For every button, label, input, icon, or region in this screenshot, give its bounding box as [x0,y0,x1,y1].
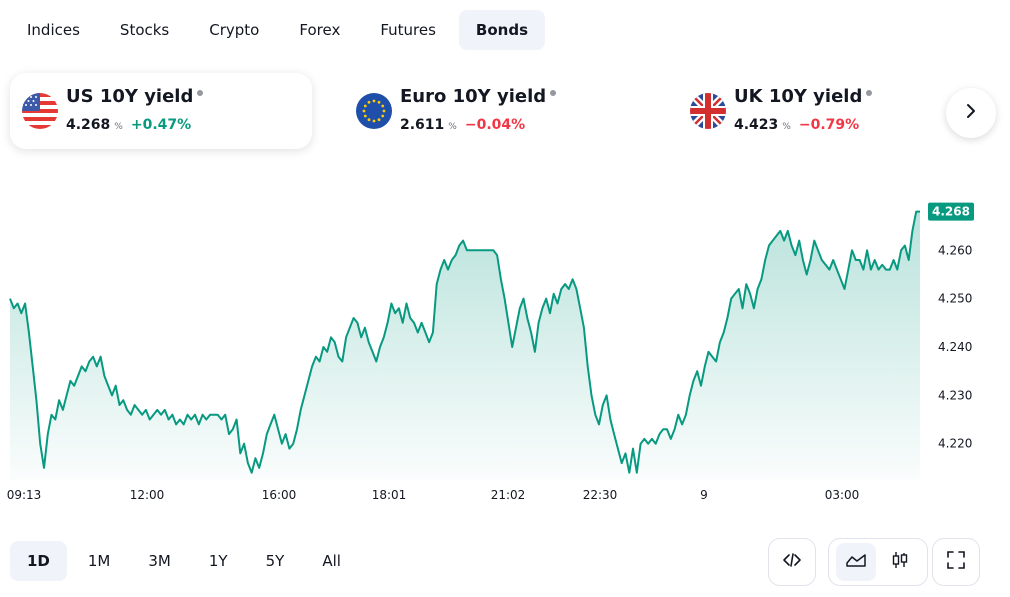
area-chart-icon [845,551,867,573]
card-title: US 10Y yield [66,86,204,107]
card-values: 2.611% −0.04% [400,117,525,133]
fullscreen-icon [946,550,966,574]
card-unit: % [782,122,791,132]
card-uk-10y[interactable]: UK 10Y yield 4.423% −0.79% [678,73,980,149]
next-symbols-button[interactable] [946,88,996,138]
tab-forex[interactable]: Forex [299,21,341,39]
range-1m[interactable]: 1M [87,552,111,570]
uk-flag-icon [690,93,726,129]
x-tick-label: 16:00 [262,488,297,502]
y-tick-label: 4.230 [938,388,972,402]
embed-button[interactable] [768,538,816,586]
x-tick-label: 09:13 [7,488,42,502]
range-selector: 1D 1M 3M 1Y 5Y All [10,541,362,581]
yield-chart[interactable]: 4.220 4.230 4.240 4.250 4.260 09:13 12:00 16:0… [0,175,1010,510]
chart-svg: 4.220 4.230 4.240 4.250 4.260 09:13 12:00 16:0… [7,202,974,502]
market-tabs: Indices Stocks Crypto Forex Futures Bond… [10,10,551,50]
x-tick-label: 22:30 [583,488,618,502]
status-dot [550,90,557,96]
y-tick-label: 4.260 [938,243,972,257]
card-us-10y[interactable]: US 10Y yield 4.268% +0.47% [10,73,312,149]
card-values: 4.423% −0.79% [734,117,859,133]
range-1d[interactable]: 1D [10,541,67,581]
symbol-cards: US 10Y yield 4.268% +0.47% Euro 10Y yield… [10,73,1000,153]
y-tick-label: 4.250 [938,292,972,306]
range-1y[interactable]: 1Y [208,552,228,570]
last-value-badge [928,202,974,221]
card-value: 4.423 [734,117,779,133]
card-euro-10y[interactable]: Euro 10Y yield 2.611% −0.04% [344,73,646,149]
us-flag-icon [22,93,58,129]
tab-indices[interactable]: Indices [27,21,80,39]
card-values: 4.268% +0.47% [66,117,191,133]
eu-flag-icon [356,93,392,129]
range-5y[interactable]: 5Y [265,552,285,570]
card-title: UK 10Y yield [734,86,873,107]
y-tick-label: 4.240 [938,340,972,354]
candlestick-icon [890,550,910,574]
x-tick-label: 18:01 [372,488,407,502]
tab-crypto[interactable]: Crypto [209,21,260,39]
range-all[interactable]: All [322,552,341,570]
range-3m[interactable]: 3M [148,552,171,570]
card-unit: % [114,122,123,132]
area-fill [10,211,920,480]
last-value-label: 4.268 [932,205,970,219]
card-unit: % [448,122,457,132]
series-line [9,210,920,474]
card-change: −0.79% [798,117,860,133]
card-change: +0.47% [130,117,192,133]
chevron-right-icon [963,103,979,123]
tab-stocks[interactable]: Stocks [119,21,170,39]
tab-bonds[interactable]: Bonds [458,10,546,50]
x-tick-label: 21:02 [491,488,526,502]
card-value: 4.268 [66,117,111,133]
x-tick-label: 12:00 [130,488,165,502]
code-icon [782,550,802,574]
card-title: Euro 10Y yield [400,86,557,107]
x-tick-label: 9 [700,488,708,502]
candles-style-button[interactable] [880,543,920,581]
chart-style-group [828,538,928,586]
fullscreen-button[interactable] [932,538,980,586]
card-value: 2.611 [400,117,445,133]
status-dot [866,90,873,96]
area-style-button[interactable] [836,543,876,581]
card-change: −0.04% [464,117,526,133]
x-tick-label: 03:00 [825,488,860,502]
tab-futures[interactable]: Futures [380,21,436,39]
y-tick-label: 4.220 [938,437,972,451]
status-dot [197,90,204,96]
